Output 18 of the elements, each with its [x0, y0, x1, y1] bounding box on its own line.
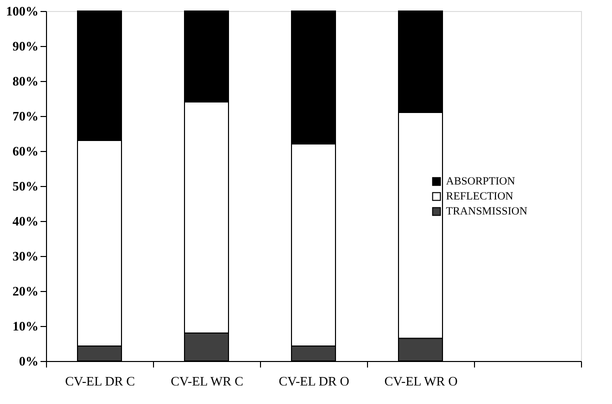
x-tick-label: CV-EL WR O	[384, 374, 458, 388]
y-tick-label: 50%	[12, 178, 38, 194]
y-tick-label: 30%	[12, 248, 38, 264]
legend-label: REFLECTION	[446, 190, 514, 202]
legend-label: ABSORPTION	[446, 176, 516, 188]
y-tick-label: 0%	[19, 354, 38, 368]
y-tick-label: 10%	[12, 318, 38, 334]
y-tick-label: 80%	[12, 74, 38, 88]
x-tick-label: CV-EL DR C	[65, 374, 135, 388]
y-tick-label: 70%	[12, 108, 38, 124]
legend-label: TRANSMISSION	[446, 206, 528, 218]
y-tick-label: 100%	[6, 4, 38, 18]
x-tick-label: CV-EL DR O	[278, 374, 350, 388]
y-tick-label: 90%	[12, 38, 38, 54]
x-tick-label: CV-EL WR C	[170, 374, 244, 388]
y-tick-label: 20%	[12, 284, 38, 298]
y-tick-label: 40%	[12, 214, 38, 228]
y-tick-label: 60%	[12, 144, 38, 158]
